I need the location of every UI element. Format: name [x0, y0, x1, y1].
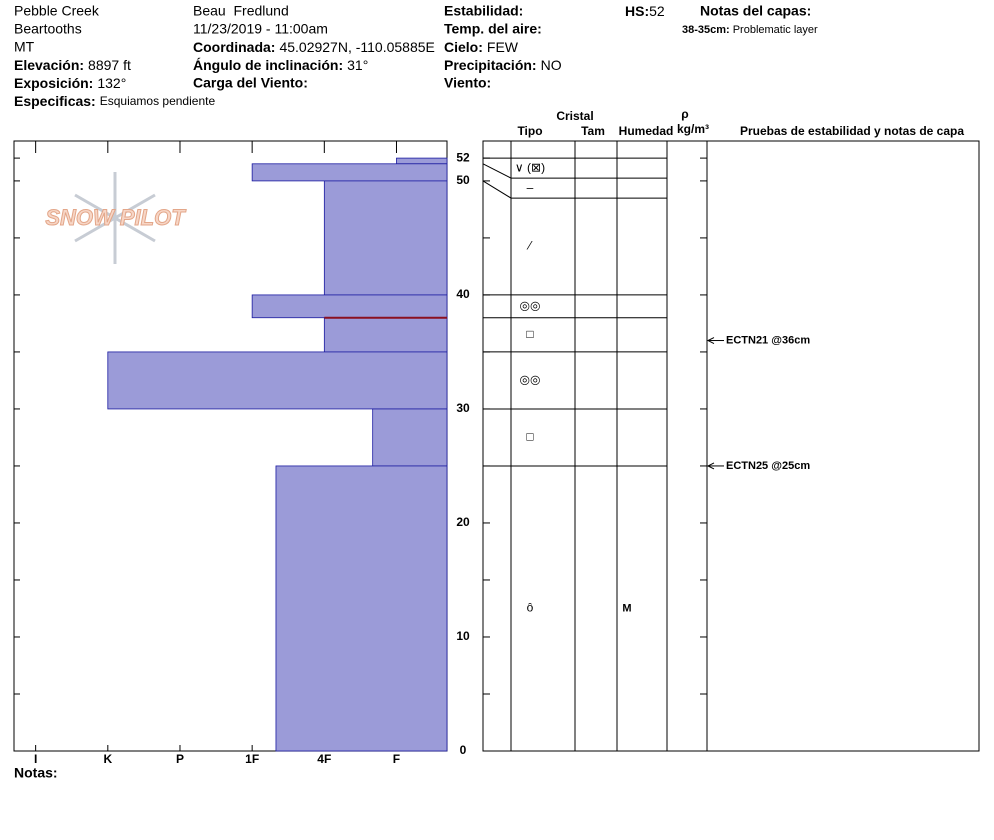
- value: 52: [649, 3, 665, 19]
- label: HS:: [625, 3, 649, 19]
- y-tick-label: 52: [456, 150, 470, 164]
- grain-type: □: [526, 327, 533, 341]
- x-tick-label: P: [176, 752, 184, 766]
- grain-type: ȏ: [527, 601, 534, 615]
- slope: Ángulo de inclinación: 31°: [193, 57, 368, 73]
- grain-type: ∨ (⊠): [515, 160, 545, 174]
- logo-text: SNOW PILOT: [45, 205, 186, 230]
- row-boundary: [482, 180, 667, 199]
- notes-label: Notas:: [14, 765, 58, 781]
- layer-note: 38-35cm: Problematic layer: [682, 24, 818, 36]
- logo: [74, 172, 156, 264]
- value: 132°: [97, 75, 126, 91]
- y-tick-label: 0: [460, 743, 467, 757]
- value: 8897 ft: [88, 57, 131, 73]
- hardness-bar: [323, 317, 448, 353]
- col-header: Pruebas de estabilidad y notas de capa: [740, 124, 964, 138]
- label: Ángulo de inclinación:: [193, 57, 343, 73]
- grain-type: □: [526, 430, 533, 444]
- precipitation: Precipitación: NO: [444, 57, 562, 73]
- grain-type: ◎◎: [520, 373, 541, 387]
- location: Pebble Creek: [14, 3, 100, 19]
- x-tick-label: 1F: [245, 752, 259, 766]
- layer-notes-title: Notas del capas:: [700, 3, 811, 19]
- col-header: ρ: [681, 107, 688, 121]
- range: 38-35cm:: [682, 24, 730, 36]
- note: Problematic layer: [733, 24, 818, 36]
- test-arrowhead: [706, 462, 715, 470]
- wind: Viento:: [444, 75, 491, 91]
- wind-loading: Carga del Viento:: [193, 75, 308, 91]
- state: MT: [14, 39, 35, 55]
- label: Coordinada:: [193, 39, 275, 55]
- y-tick-label: 30: [456, 401, 470, 415]
- hardness-bar: [396, 157, 448, 165]
- observer: Beau Fredlund: [193, 3, 289, 19]
- col-header: kg/m³: [677, 122, 709, 136]
- hs: HS:52: [625, 3, 665, 19]
- datetime: 11/23/2019 - 11:00am: [193, 21, 328, 37]
- value: FEW: [487, 39, 519, 55]
- stability: Estabilidad:: [444, 3, 523, 19]
- row-boundary: [482, 163, 667, 179]
- label: Especificas:: [14, 93, 96, 109]
- x-tick-label: F: [393, 752, 400, 766]
- label: Exposición:: [14, 75, 93, 91]
- sky: Cielo: FEW: [444, 39, 519, 55]
- hardness-bar: [323, 180, 448, 296]
- hardness-bar: [275, 465, 448, 752]
- hardness-bar: [372, 408, 448, 467]
- air-temp: Temp. del aire:: [444, 21, 542, 37]
- aspect: Exposición: 132°: [14, 75, 126, 91]
- hardness-bar: [251, 294, 448, 319]
- x-tick-label: K: [103, 752, 112, 766]
- grain-type: ◎◎: [520, 298, 541, 312]
- y-tick-label: 10: [456, 629, 470, 643]
- test-label: ECTN21 @36cm: [726, 334, 810, 346]
- grain-type: ⁄: [526, 239, 533, 253]
- specifics: Especificas: Esquiamos pendiente: [14, 93, 215, 109]
- hardness-bar: [251, 163, 448, 182]
- col-header: Humedad: [619, 124, 674, 138]
- value: Esquiamos pendiente: [100, 94, 216, 108]
- col-header: Tipo: [517, 124, 542, 138]
- moisture: M: [622, 602, 631, 614]
- table-frame: [482, 140, 980, 752]
- col-header: Cristal: [556, 109, 593, 123]
- value: NO: [541, 57, 562, 73]
- hardness-bar: [107, 351, 448, 410]
- y-tick-label: 40: [456, 287, 470, 301]
- x-tick-label: 4F: [317, 752, 331, 766]
- value: 31°: [347, 57, 368, 73]
- y-tick-label: 20: [456, 515, 470, 529]
- coordinates: Coordinada: 45.02927N, -110.05885E: [193, 39, 435, 55]
- y-tick-label: 50: [456, 173, 470, 187]
- elevation: Elevación: 8897 ft: [14, 57, 131, 73]
- range: Beartooths: [14, 21, 82, 37]
- test-arrowhead: [706, 337, 715, 344]
- test-label: ECTN25 @25cm: [726, 460, 810, 472]
- label: Elevación:: [14, 57, 84, 73]
- col-header: Tam: [581, 124, 605, 138]
- value: 45.02927N, -110.05885E: [279, 39, 434, 55]
- label: Precipitación:: [444, 57, 537, 73]
- x-tick-label: I: [34, 752, 37, 766]
- label: Cielo:: [444, 39, 483, 55]
- grain-type: –: [527, 180, 534, 194]
